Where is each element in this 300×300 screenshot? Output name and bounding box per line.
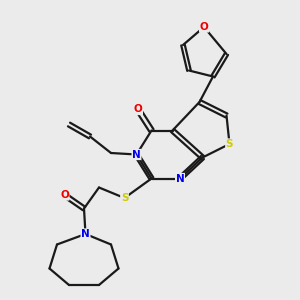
Text: N: N [81, 229, 90, 239]
Text: S: S [121, 193, 128, 203]
Text: S: S [226, 139, 233, 149]
Text: O: O [60, 190, 69, 200]
Text: N: N [132, 149, 141, 160]
Text: O: O [200, 22, 208, 32]
Text: O: O [134, 104, 142, 115]
Text: N: N [176, 173, 184, 184]
